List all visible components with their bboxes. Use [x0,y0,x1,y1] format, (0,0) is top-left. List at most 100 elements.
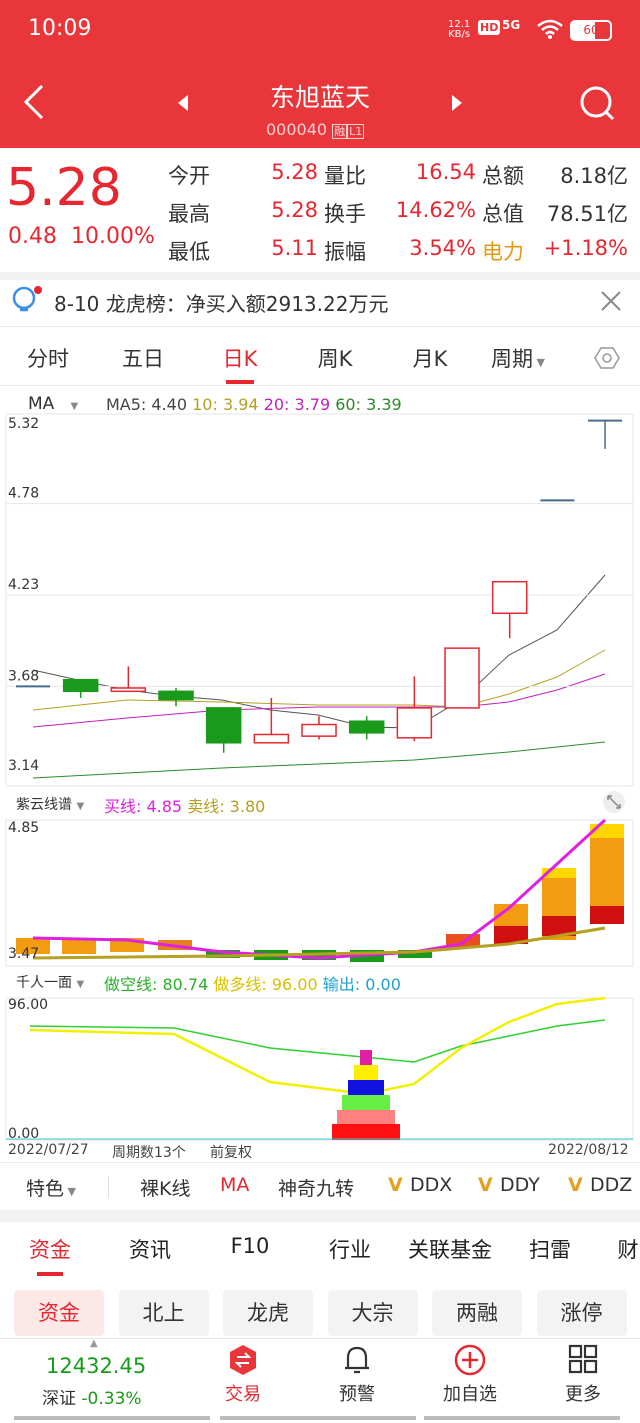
wifi [537,19,563,39]
ind1-chart [5,818,634,967]
section-tab[interactable]: 行业 [329,1238,371,1262]
long-line: 做多线: 96.00 [213,975,318,994]
divider [0,326,640,327]
period-count: 周期数13个 [112,1145,186,1161]
frame [5,819,634,967]
tab[interactable]: 五日 [122,347,164,371]
field-label: 振幅 [324,240,366,264]
close[interactable] [600,290,622,312]
toolbar-item[interactable]: DDY [500,1174,540,1196]
short-curve [29,1019,606,1063]
chip[interactable]: 两融 [432,1290,522,1336]
index: 深证 -0.33% [42,1384,142,1409]
code-text: 000040 [266,120,328,139]
ma60-line [32,741,606,779]
tab[interactable]: 周K [317,347,353,371]
ind1-label: 紫云线谱 [16,797,72,813]
chip[interactable]: 涨停 [536,1290,627,1336]
index-value: 12432.45 [46,1354,147,1378]
field-label: 总值 [482,202,524,226]
candle-body [205,707,242,744]
section-tab[interactable]: 扫雷 [529,1238,571,1262]
toolbar-item[interactable]: DDX [410,1174,453,1196]
search[interactable] [578,84,616,122]
field-value: +1.18% [543,236,628,260]
v-icon: V [478,1174,493,1196]
ind2-legend: 做空线: 80.74 做多线: 96.00 输出: 0.00 [104,971,401,995]
ma60: 60: 3.39 [335,395,402,414]
toolbar-first[interactable]: 特色 ▼ [26,1178,76,1200]
date-start: 2022/07/27 [8,1142,89,1158]
settings[interactable] [594,346,620,370]
tab[interactable]: 日K [222,347,258,371]
divider [0,385,640,386]
tab[interactable]: 周期 ▼ [491,347,545,371]
field-label: 最高 [168,202,210,226]
title: 东旭蓝天 [269,83,370,112]
ind2-bottom: 0.00 [8,1126,40,1142]
nav-item[interactable]: 加自选 [443,1384,497,1405]
nav-item[interactable]: 预警 [339,1384,375,1405]
back[interactable] [20,84,50,120]
toolbar-item[interactable]: 裸K线 [140,1178,191,1200]
section-tab[interactable]: 财 [617,1238,639,1262]
section-tab[interactable]: F10 [230,1234,270,1258]
tab[interactable]: 分时 [27,347,69,371]
header-bg [0,0,640,148]
candle-body [110,687,147,693]
field-value: 5.28 [271,198,318,222]
next[interactable] [450,94,464,112]
network: 5G [502,18,521,32]
output: 输出: 0.00 [322,975,401,994]
nav-item[interactable]: 交易 [225,1384,261,1405]
nav-item[interactable]: 更多 [565,1384,601,1405]
index-change: -0.33% [81,1389,142,1409]
field-label: 总额 [482,164,524,188]
expand[interactable] [602,790,626,814]
index-name: 深证 [42,1389,76,1409]
chip[interactable]: 北上 [118,1290,209,1336]
change: 0.48 10.00% [8,224,155,249]
add-icon[interactable] [454,1344,486,1376]
more-icon[interactable] [568,1344,598,1374]
ma20: 20: 3.79 [263,395,331,414]
y-tick-label: 4.78 [8,486,39,502]
trade-icon[interactable] [228,1344,258,1376]
toolbar-item[interactable]: DDZ [590,1174,633,1196]
candle-body [253,733,290,744]
v-icon: V [388,1174,403,1196]
badge: 融 [332,124,348,139]
section-tab[interactable]: 关联基金 [408,1238,492,1262]
chip[interactable]: 资金 [14,1290,104,1336]
field-value: 78.51亿 [546,202,628,226]
prev[interactable] [176,94,190,112]
date-end: 2022/08/12 [548,1142,629,1158]
nav-strip [0,1416,640,1422]
chip[interactable]: 龙虎 [223,1290,313,1336]
section-tab[interactable]: 资金 [29,1238,71,1262]
tab-indicator [226,380,254,384]
tab[interactable]: 月K [412,347,448,371]
speed-value: 12.1 [448,19,471,30]
ma-label: MA [28,394,55,414]
section-tab[interactable]: 资讯 [129,1238,171,1262]
ma-name: MA ▼ [28,394,79,414]
code: 000040 融 L1 [266,120,365,139]
hd: HD [478,20,501,35]
chip[interactable]: 大宗 [327,1290,418,1336]
field-value: 16.54 [415,160,476,184]
toolbar-item[interactable]: 神奇九转 [278,1178,355,1200]
kline-chart: 3.14 3.68 4.23 4.78 5.32 [5,413,634,787]
ma10-line [32,649,606,711]
bulb [12,286,42,312]
speed-unit: KB/s [448,29,471,40]
field-value: 8.18亿 [560,164,628,188]
candle-body [348,720,385,734]
alert-icon[interactable] [342,1344,372,1376]
y-tick-label: 4.23 [8,577,39,593]
divider [0,272,640,280]
toolbar-item[interactable]: MA [220,1174,250,1196]
candle-body [62,678,99,693]
sell-line: 卖线: 3.80 [187,797,266,816]
candle-body [396,707,433,739]
